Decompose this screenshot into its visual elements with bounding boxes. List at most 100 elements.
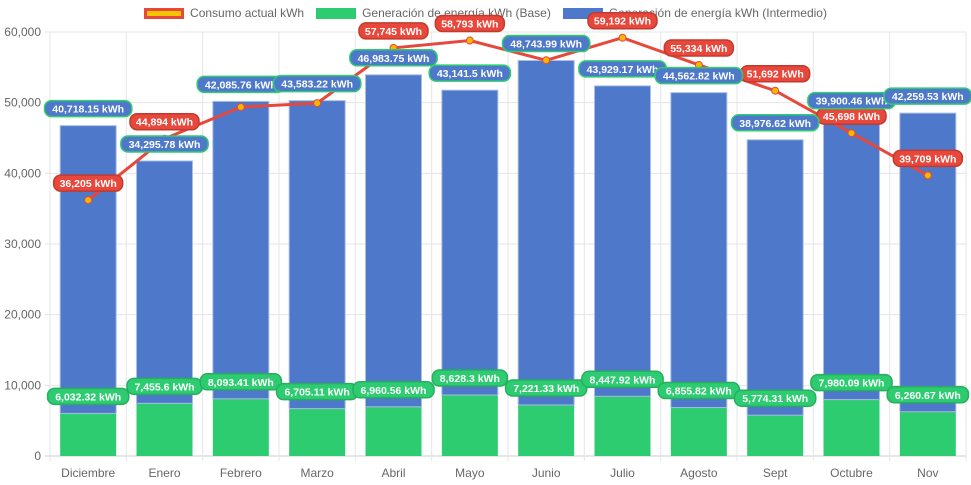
bar-base <box>670 407 727 456</box>
x-tick-label: Febrero <box>220 466 262 480</box>
consumo-point <box>465 36 474 45</box>
intermedio-data-label-bg <box>349 49 438 67</box>
intermedio-data-label-text: 42,259.53 kWh <box>892 91 964 103</box>
base-data-label: 7,221.33 kWh <box>504 379 588 397</box>
base-data-label-text: 7,221.33 kWh <box>513 383 579 395</box>
y-tick-label: 50,000 <box>4 96 41 110</box>
legend-swatch-base <box>316 7 357 19</box>
legend-label: Generación de energía kWh (Base) <box>362 6 551 20</box>
intermedio-data-label-text: 43,583.22 kWh <box>281 79 353 91</box>
intermedio-data-label-bg <box>501 34 591 53</box>
consumo-data-label: 59,192 kWh <box>587 11 658 30</box>
intermedio-data-label: 46,983.75 kWh <box>349 49 438 67</box>
x-tick-label: Diciembre <box>61 466 115 480</box>
bar-intermedio <box>212 100 270 400</box>
base-data-label: 6,032.32 kWh <box>46 387 130 406</box>
intermedio-data-label-bg <box>120 135 209 153</box>
intermedio-data-label-text: 40,718.15 kWh <box>52 104 124 116</box>
base-data-label: 6,960.56 kWh <box>352 381 435 399</box>
consumo-data-label-text: 44,894 kWh <box>136 117 193 129</box>
intermedio-data-label-bg <box>272 74 362 93</box>
bar-base <box>518 404 575 456</box>
consumo-data-label: 39,709 kWh <box>892 149 964 168</box>
base-data-label: 6,260.67 kWh <box>886 386 970 404</box>
base-data-label: 5,774.31 kWh <box>733 389 817 407</box>
consumo-data-label-text: 45,698 kWh <box>823 111 880 123</box>
intermedio-data-label-text: 43,929.17 kWh <box>587 64 659 76</box>
intermedio-data-label-bg <box>730 114 820 132</box>
x-tick-label: Junio <box>532 466 561 480</box>
intermedio-data-label: 40,718.15 kWh <box>43 99 133 118</box>
base-data-label-text: 8,093.41 kWh <box>208 377 274 389</box>
bar-intermedio <box>823 117 880 401</box>
consumo-point <box>236 103 245 112</box>
x-tick-label: Mayo <box>455 466 485 480</box>
consumo-data-label-bg <box>434 14 506 33</box>
intermedio-data-label: 39,900.46 kWh <box>807 91 896 110</box>
legend-item-base[interactable]: Generación de energía kWh (Base) <box>316 6 551 20</box>
intermedio-data-label-bg <box>883 87 971 105</box>
x-tick-label: Enero <box>148 466 180 480</box>
intermedio-data-label: 42,259.53 kWh <box>883 87 971 105</box>
x-tick-label: Marzo <box>300 466 334 480</box>
intermedio-data-label-text: 46,983.75 kWh <box>358 53 430 65</box>
consumo-data-label: 58,793 kWh <box>434 14 506 33</box>
y-tick-label: 40,000 <box>4 166 41 180</box>
intermedio-data-label-text: 39,900.46 kWh <box>816 96 888 108</box>
consumo-data-label-bg <box>358 22 429 40</box>
intermedio-data-label-text: 48,743.99 kWh <box>510 39 582 51</box>
intermedio-data-label: 38,976.62 kWh <box>730 114 820 132</box>
consumo-data-label-text: 59,192 kWh <box>594 16 651 28</box>
consumo-point <box>923 171 932 180</box>
consumo-point <box>542 56 551 65</box>
base-data-label-text: 7,455.6 kWh <box>134 381 194 393</box>
base-data-label-text: 6,260.67 kWh <box>895 390 961 402</box>
intermedio-data-label-text: 34,295.78 kWh <box>129 139 201 151</box>
legend-swatch-consumo <box>144 7 185 19</box>
bar-intermedio <box>365 74 422 408</box>
base-data-label: 8,447.92 kWh <box>581 370 664 389</box>
bar-intermedio <box>746 139 804 416</box>
base-data-label-bg <box>581 370 664 389</box>
base-data-label: 6,705.11 kWh <box>275 382 359 401</box>
consumo-point <box>84 196 93 205</box>
y-tick-label: 0 <box>34 449 41 463</box>
consumo-point <box>847 129 856 138</box>
x-tick-label: Sept <box>763 466 788 480</box>
base-data-label-bg <box>431 369 509 387</box>
intermedio-data-label: 43,583.22 kWh <box>272 74 362 93</box>
bar-intermedio <box>288 100 346 410</box>
consumo-data-label: 57,745 kWh <box>358 22 429 40</box>
bar-intermedio <box>441 89 499 396</box>
intermedio-data-label-bg <box>428 64 512 82</box>
y-tick-label: 60,000 <box>4 25 41 39</box>
intermedio-data-label: 43,141.5 kWh <box>428 64 512 82</box>
bar-base <box>747 415 804 456</box>
bar-base <box>212 398 269 456</box>
bar-base <box>136 403 193 456</box>
consumo-data-label: 51,692 kWh <box>739 64 811 83</box>
x-tick-label: Abril <box>381 466 405 480</box>
x-tick-label: Julio <box>610 466 635 480</box>
legend: Consumo actual kWh Generación de energía… <box>0 6 971 20</box>
legend-item-consumo[interactable]: Consumo actual kWh <box>144 6 304 20</box>
consumo-data-label-text: 39,709 kWh <box>899 153 956 165</box>
intermedio-data-label-text: 43,141.5 kWh <box>437 68 503 80</box>
consumo-data-label: 55,334 kWh <box>663 39 735 57</box>
bar-base <box>594 396 651 456</box>
legend-item-intermedio[interactable]: Generación de energía kWh (Intermedio) <box>562 6 827 20</box>
bar-base <box>289 408 346 456</box>
bar-base <box>899 411 956 456</box>
consumo-data-label-text: 58,793 kWh <box>441 19 498 31</box>
base-data-label-text: 8,447.92 kWh <box>590 374 656 386</box>
bar-intermedio <box>517 60 575 406</box>
intermedio-data-label-text: 38,976.62 kWh <box>739 118 811 130</box>
base-data-label: 7,980.09 kWh <box>810 373 893 392</box>
legend-label: Generación de energía kWh (Intermedio) <box>608 6 827 20</box>
intermedio-data-label-text: 44,562.82 kWh <box>663 71 735 83</box>
base-data-label-bg <box>733 389 817 407</box>
consumo-data-label: 45,698 kWh <box>816 107 887 125</box>
consumo-point <box>618 33 627 42</box>
intermedio-data-label-bg <box>654 66 744 85</box>
